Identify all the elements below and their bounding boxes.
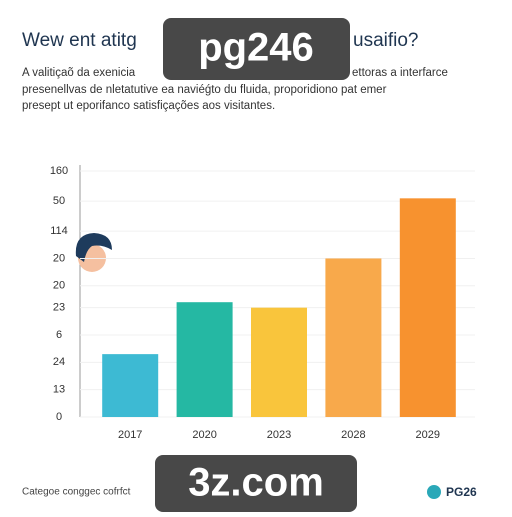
- title: Wew ent atitg: [22, 30, 137, 51]
- bar: [251, 307, 307, 417]
- paragraph: presept ut eporifanco satisfiçações aos …: [22, 100, 275, 112]
- x-tick-label: 2020: [192, 429, 216, 441]
- y-tick-label: 24: [53, 356, 65, 368]
- paragraph: A valitiçaõ da exenicia: [22, 67, 136, 79]
- paragraph: presenellvas de nletatutive ea naviéǵto …: [22, 84, 387, 96]
- paragraph: ettoras a interfarce: [352, 67, 448, 79]
- y-tick-label: 23: [53, 302, 65, 314]
- y-tick-label: 20: [53, 280, 65, 292]
- bar: [102, 354, 159, 417]
- y-tick-label: 114: [50, 225, 68, 237]
- y-tick-label: 6: [56, 329, 62, 341]
- bar: [176, 302, 233, 417]
- y-tick-label: 0: [56, 411, 62, 423]
- person-icon: [75, 233, 112, 272]
- watermark: 3z.com: [188, 461, 324, 505]
- watermark: pg246: [198, 26, 314, 70]
- y-tick-label: 13: [53, 384, 65, 396]
- y-tick-label: 20: [53, 252, 65, 264]
- watermark-box: [155, 455, 357, 512]
- y-tick-label: 160: [50, 165, 68, 177]
- watermark-box: [163, 18, 350, 80]
- x-tick-label: 2017: [118, 429, 142, 441]
- x-tick-label: 2028: [341, 429, 365, 441]
- x-tick-label: 2023: [267, 429, 291, 441]
- logo: PG26: [446, 485, 477, 499]
- logo-icon: [427, 485, 441, 499]
- bar: [399, 198, 456, 417]
- caption: Categoe conggec cofrfct: [22, 487, 131, 498]
- title: usaifio?: [353, 30, 419, 51]
- y-tick-label: 50: [53, 195, 65, 207]
- bar: [325, 258, 382, 417]
- x-tick-label: 2029: [416, 429, 440, 441]
